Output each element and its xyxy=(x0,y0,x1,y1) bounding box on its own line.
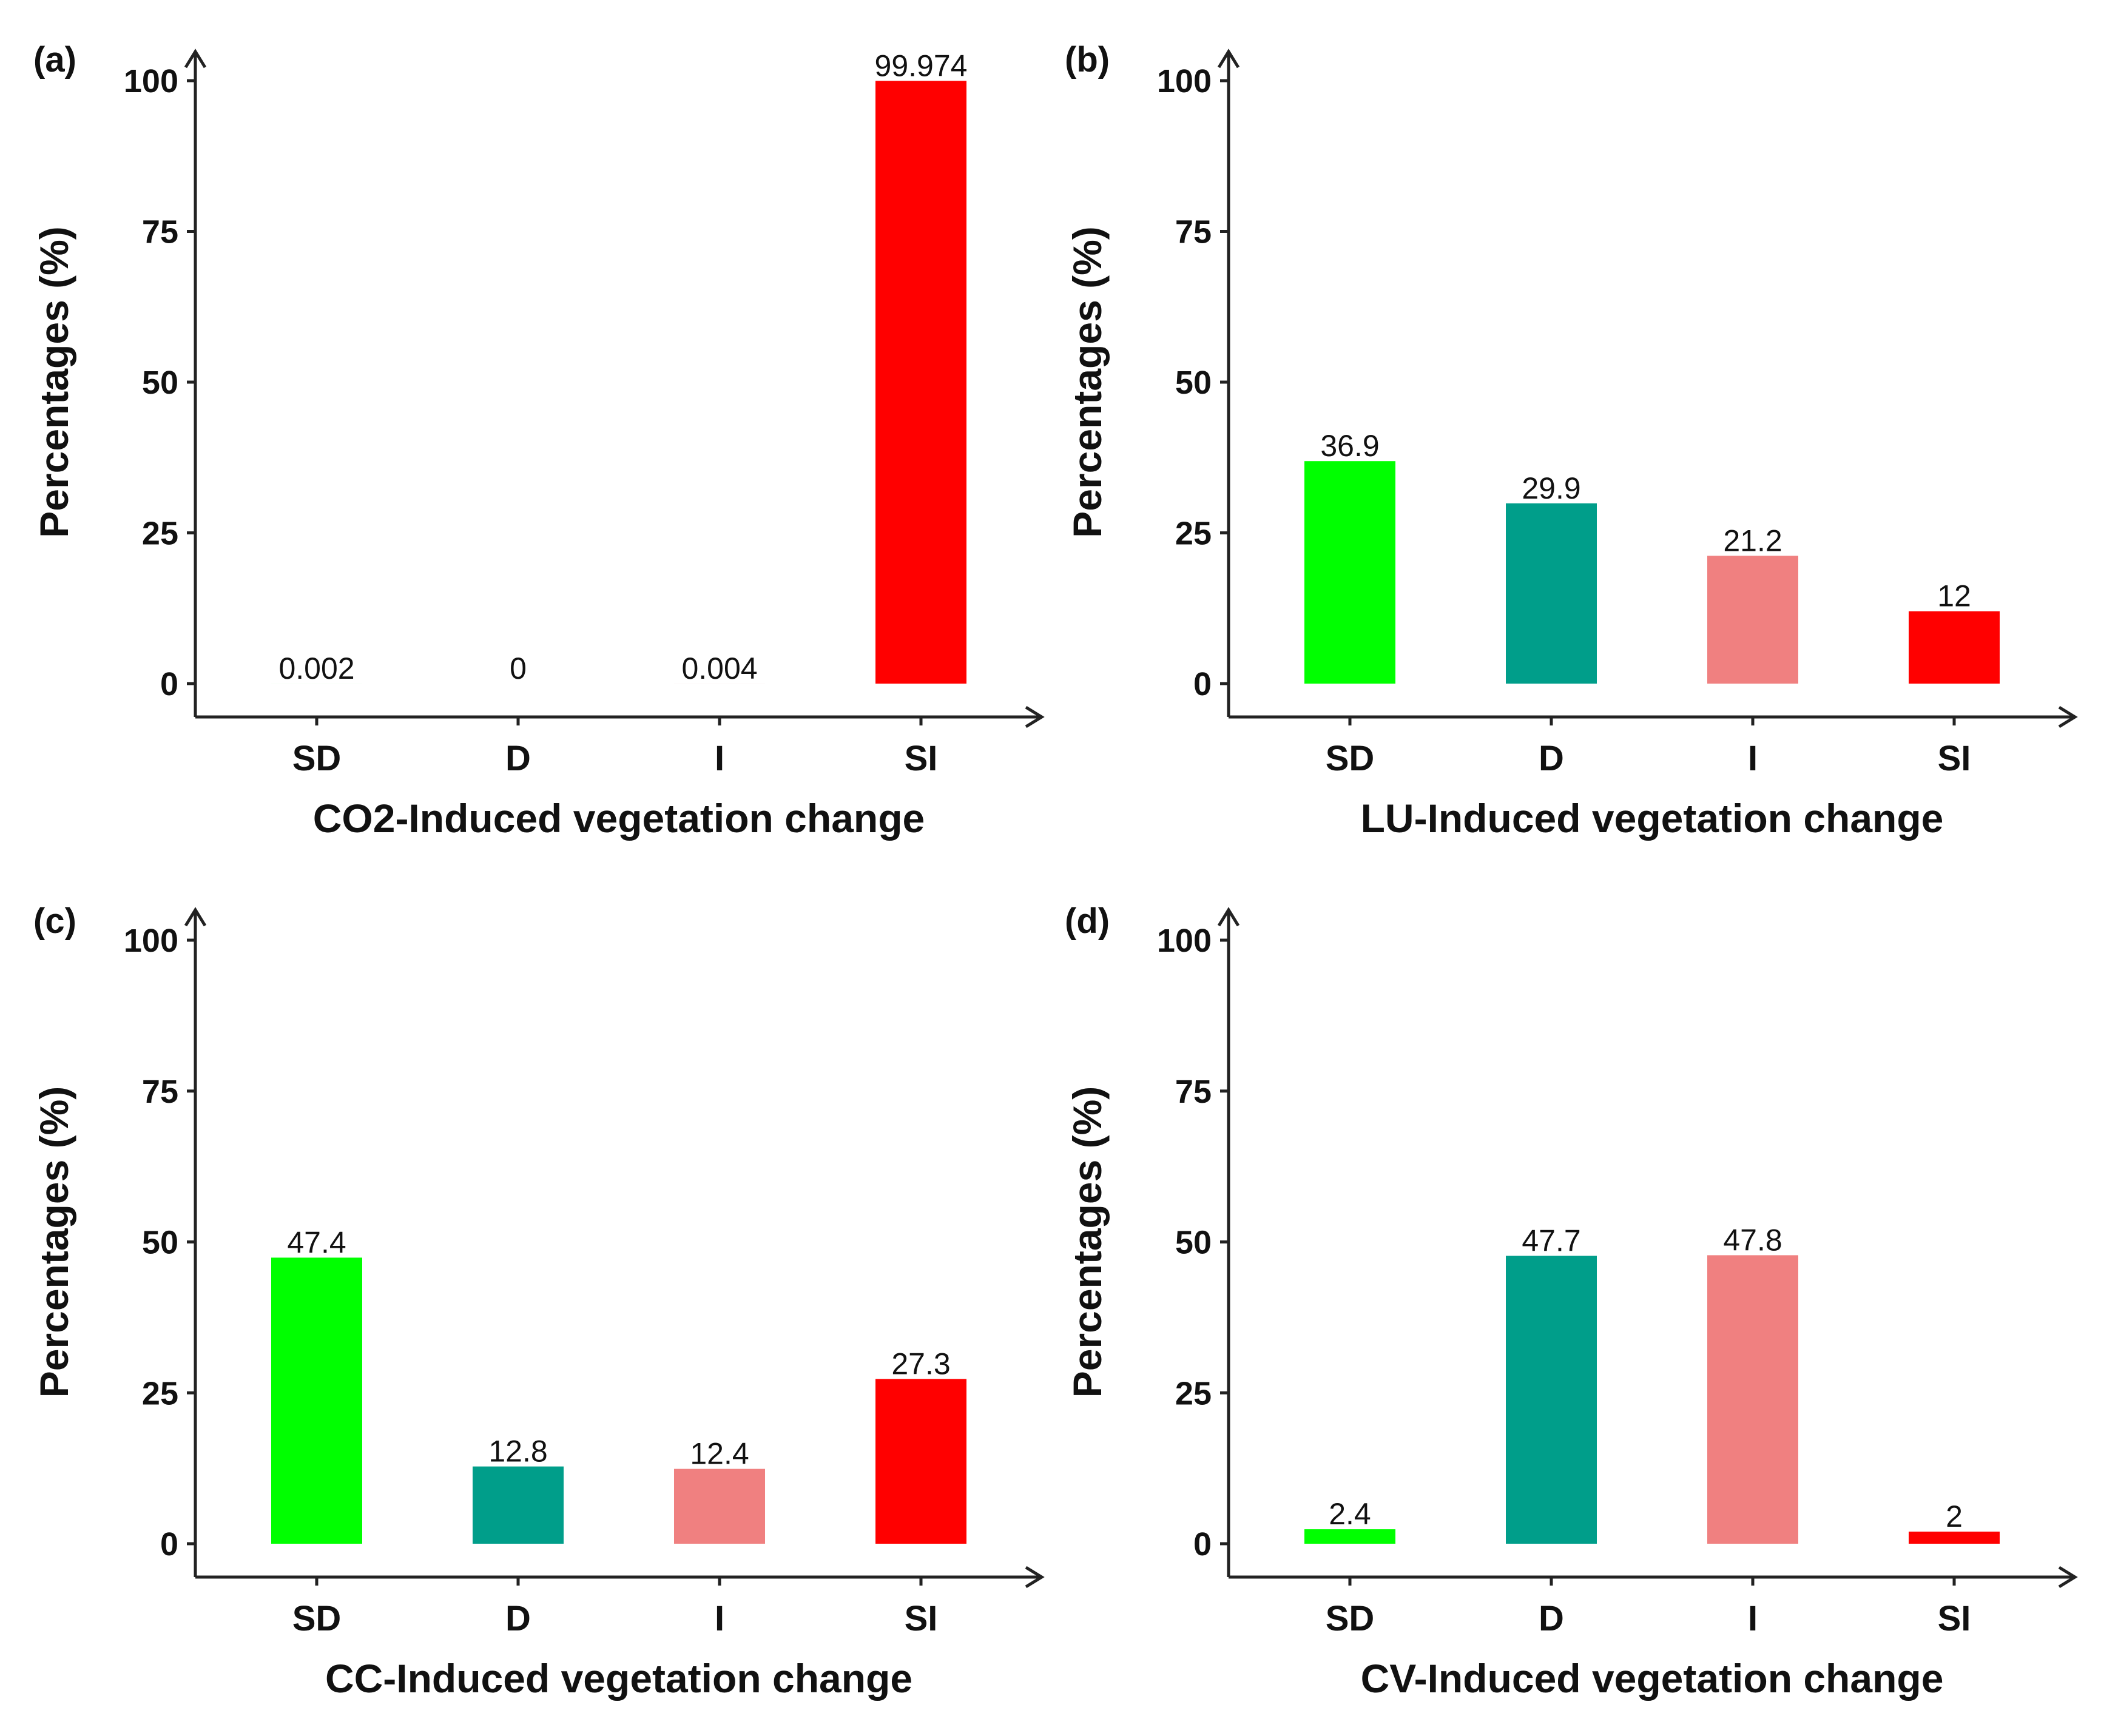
y-tick-label: 50 xyxy=(142,365,178,401)
data-label: 12 xyxy=(1937,579,1971,613)
y-tick-label: 25 xyxy=(142,1375,178,1411)
data-label: 2 xyxy=(1946,1499,1963,1533)
bar-si xyxy=(875,1379,966,1544)
panel-c: (c) 0 25 50 75 100 Percentages (%) 47.4 SD 12.8 D 1… xyxy=(32,901,1045,1701)
bar-d xyxy=(473,1466,564,1544)
data-label: 47.7 xyxy=(1522,1223,1580,1257)
data-label: 0.004 xyxy=(681,651,757,685)
bar-i xyxy=(674,1469,765,1544)
y-tick-label: 25 xyxy=(1175,1375,1212,1411)
y-tick-label: 75 xyxy=(142,214,178,251)
x-tick-label: D xyxy=(1539,739,1564,778)
x-axis-title: LU-Induced vegetation change xyxy=(1361,796,1944,841)
y-axis-title: Percentages (%) xyxy=(1065,226,1110,538)
bar-d xyxy=(1506,503,1597,684)
bar-i xyxy=(1707,556,1798,684)
x-tick-label: SD xyxy=(1326,739,1375,778)
data-label: 27.3 xyxy=(891,1347,950,1381)
x-tick-label: I xyxy=(715,739,724,778)
data-label: 29.9 xyxy=(1522,471,1580,505)
bar-sd xyxy=(271,1257,362,1544)
x-tick-label: SD xyxy=(292,1599,342,1638)
y-axis-arrow-icon xyxy=(184,49,207,69)
x-axis-arrow-icon xyxy=(1025,705,1045,728)
x-tick-label: SI xyxy=(1938,1599,1971,1638)
y-tick-label: 0 xyxy=(1193,1526,1212,1563)
data-label: 12.4 xyxy=(690,1437,749,1471)
x-axis-title: CO2-Induced vegetation change xyxy=(313,796,925,841)
x-tick-label: D xyxy=(505,739,531,778)
y-tick-label: 100 xyxy=(1157,63,1212,99)
y-tick-label: 0 xyxy=(160,1526,178,1563)
y-tick-label: 100 xyxy=(124,63,178,99)
x-tick-label: I xyxy=(1748,739,1758,778)
data-label: 21.2 xyxy=(1723,523,1782,557)
data-label: 0.002 xyxy=(278,651,354,685)
y-tick-label: 25 xyxy=(1175,516,1212,552)
data-label: 99.974 xyxy=(875,49,968,82)
bar-si xyxy=(1909,1532,2000,1544)
x-tick-label: D xyxy=(1539,1599,1564,1638)
panel-d: (d) 0 25 50 75 100 Percentages (%) 2.4 SD 47.7 D 47… xyxy=(1065,901,2078,1701)
y-axis-title: Percentages (%) xyxy=(32,1086,76,1398)
bar-si xyxy=(1909,611,2000,684)
bar-sd xyxy=(1304,1529,1395,1544)
y-tick-label: 75 xyxy=(1175,1074,1212,1110)
panel-label: (d) xyxy=(1065,901,1110,941)
x-axis-arrow-icon xyxy=(2058,1566,2078,1589)
y-tick-label: 75 xyxy=(1175,214,1212,251)
bar-sd xyxy=(1304,461,1395,684)
panel-b: (b) 0 25 50 75 100 Percentages (%) 36.9 SD 29.9 D 2… xyxy=(1065,40,2078,841)
data-label: 2.4 xyxy=(1329,1497,1371,1531)
y-axis-arrow-icon xyxy=(184,907,207,927)
y-tick-label: 50 xyxy=(1175,1225,1212,1261)
data-label: 36.9 xyxy=(1320,429,1379,463)
y-tick-label: 0 xyxy=(160,666,178,702)
data-label: 47.8 xyxy=(1723,1223,1782,1257)
data-label: 12.8 xyxy=(488,1435,547,1469)
y-tick-label: 75 xyxy=(142,1074,178,1110)
x-tick-label: SI xyxy=(1938,739,1971,778)
data-label: 0 xyxy=(510,651,527,685)
y-axis-title: Percentages (%) xyxy=(32,226,76,538)
data-label: 47.4 xyxy=(287,1225,346,1259)
bar-si xyxy=(875,81,966,684)
x-tick-label: SD xyxy=(1326,1599,1375,1638)
bar-i xyxy=(1707,1255,1798,1544)
y-tick-label: 50 xyxy=(1175,365,1212,401)
bar-d xyxy=(1506,1256,1597,1544)
y-tick-label: 100 xyxy=(1157,923,1212,959)
y-axis-arrow-icon xyxy=(1217,49,1240,69)
x-axis-title: CV-Induced vegetation change xyxy=(1361,1656,1944,1701)
y-tick-label: 0 xyxy=(1193,666,1212,702)
x-tick-label: SI xyxy=(905,739,938,778)
panel-label: (a) xyxy=(33,40,76,79)
y-axis-arrow-icon xyxy=(1217,907,1240,927)
x-tick-label: SD xyxy=(292,739,342,778)
x-axis-arrow-icon xyxy=(2058,705,2078,728)
x-tick-label: SI xyxy=(905,1599,938,1638)
x-tick-label: I xyxy=(1748,1599,1758,1638)
panel-label: (c) xyxy=(33,901,76,941)
panel-label: (b) xyxy=(1065,40,1110,79)
x-tick-label: D xyxy=(505,1599,531,1638)
y-tick-label: 50 xyxy=(142,1225,178,1261)
panel-a: (a) 0 25 50 75 100 Percentages (%) 0.002 SD 0 D 0.0… xyxy=(32,40,1045,841)
y-tick-label: 100 xyxy=(124,923,178,959)
x-axis-arrow-icon xyxy=(1025,1566,1045,1589)
y-axis-title: Percentages (%) xyxy=(1065,1086,1110,1398)
x-axis-title: CC-Induced vegetation change xyxy=(325,1656,912,1701)
x-tick-label: I xyxy=(715,1599,724,1638)
y-tick-label: 25 xyxy=(142,516,178,552)
